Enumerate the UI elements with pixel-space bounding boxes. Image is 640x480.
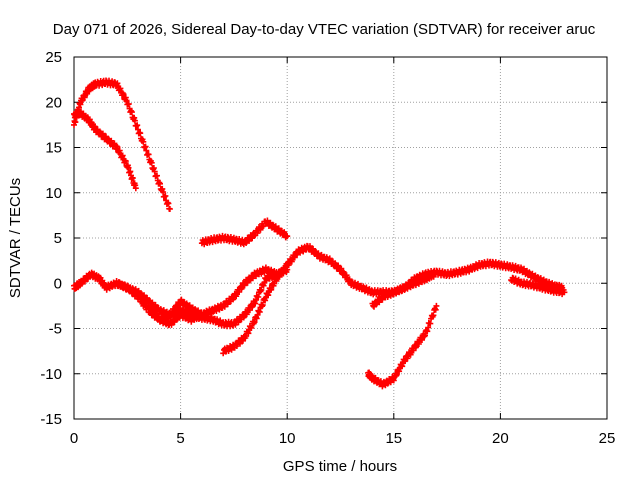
- series-trace-g: [198, 217, 291, 248]
- series-trace-f: [220, 260, 291, 357]
- x-axis-label: GPS time / hours: [283, 458, 397, 475]
- x-tick-label: 15: [385, 430, 402, 447]
- series-trace-a: [71, 77, 173, 212]
- x-tick-label: 25: [599, 430, 616, 447]
- grid: [74, 57, 607, 419]
- y-tick-label: 0: [54, 275, 62, 292]
- y-tick-label: 10: [45, 185, 62, 202]
- data-points: [71, 77, 568, 390]
- y-tick-label: 20: [45, 94, 62, 111]
- series-trace-j: [365, 302, 440, 390]
- x-tick-label: 20: [492, 430, 509, 447]
- series-trace-k: [508, 274, 568, 298]
- x-tick-label: 0: [70, 430, 78, 447]
- series-trace-b: [71, 108, 139, 192]
- y-tick-label: 25: [45, 49, 62, 66]
- series-trace-e: [145, 264, 280, 325]
- series-trace-i: [369, 270, 438, 310]
- x-tick-labels: 0 5 10 15 20 25: [70, 430, 616, 447]
- x-tick-label: 10: [279, 430, 296, 447]
- series-trace-h: [284, 242, 566, 298]
- x-tick-label: 5: [176, 430, 184, 447]
- y-tick-label: 15: [45, 140, 62, 157]
- y-tick-labels: -15 -10 -5 0 5 10 15 20 25: [40, 49, 62, 428]
- y-tick-label: -10: [40, 366, 62, 383]
- y-tick-label: 5: [54, 230, 62, 247]
- y-tick-label: -5: [49, 321, 62, 338]
- chart-title: Day 071 of 2026, Sidereal Day-to-day VTE…: [53, 21, 596, 38]
- y-tick-label: -15: [40, 411, 62, 428]
- y-axis-label: SDTVAR / TECUs: [7, 178, 24, 298]
